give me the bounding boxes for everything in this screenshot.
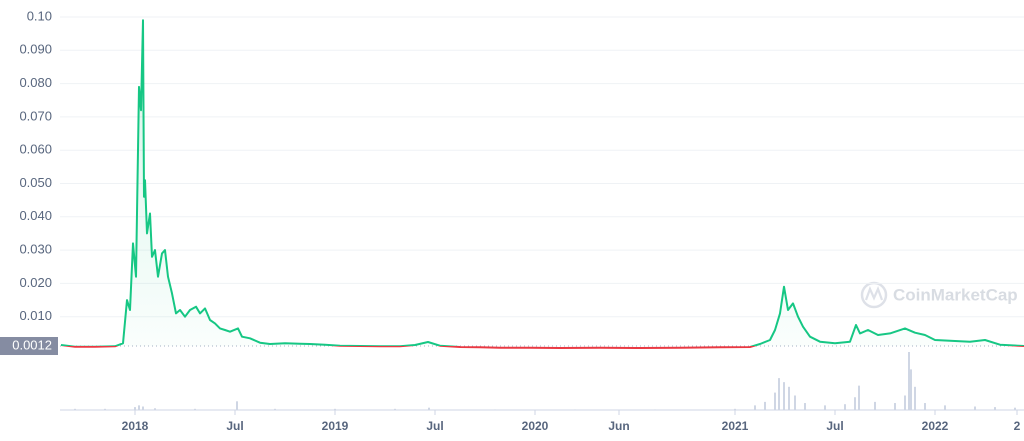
- volume-bar: [764, 401, 766, 410]
- x-tick-label: Jul: [226, 419, 243, 433]
- volume-bar: [854, 397, 856, 410]
- y-tick-label: 0.060: [19, 142, 52, 157]
- volume-bar: [428, 407, 430, 410]
- volume-bar: [194, 408, 196, 410]
- volume-bar: [778, 378, 780, 410]
- x-tick-label: 2020: [522, 419, 549, 433]
- x-tick-label: Jul: [426, 419, 443, 433]
- y-tick-label: 0.040: [19, 208, 52, 223]
- volume-bar: [1014, 407, 1016, 410]
- volume-bar: [334, 408, 336, 410]
- watermark-icon: [860, 281, 888, 309]
- volume-bar: [142, 406, 144, 410]
- y-tick-label: 0.10: [27, 8, 52, 23]
- x-tick-label: 2022: [922, 419, 949, 433]
- volume-bar: [734, 408, 736, 410]
- volume-bar: [858, 385, 860, 410]
- volume-bar: [754, 405, 756, 410]
- x-tick-label: 2019: [322, 419, 349, 433]
- volume-bar: [783, 382, 785, 410]
- volume-bar: [894, 403, 896, 410]
- x-tick-label: 2: [1014, 419, 1021, 433]
- price-line-down: [60, 346, 1024, 349]
- volume-bar: [138, 405, 140, 410]
- volume-bar: [914, 386, 916, 410]
- baseline-label-box: [0, 337, 58, 356]
- volume-bar: [910, 369, 912, 410]
- y-tick-label: 0.090: [19, 42, 52, 57]
- volume-bar: [154, 408, 156, 410]
- volume-bar: [236, 401, 238, 410]
- volume-bar: [794, 395, 796, 410]
- volume-bar: [394, 408, 396, 410]
- volume-bar: [924, 403, 926, 410]
- volume-bar: [74, 408, 76, 410]
- volume-bar: [994, 407, 996, 410]
- volume-bar: [844, 404, 846, 410]
- volume-bar: [804, 403, 806, 410]
- watermark-icon: [864, 286, 884, 301]
- volume-bar: [944, 405, 946, 410]
- y-tick-label: 0.080: [19, 75, 52, 90]
- y-tick-label: 0.020: [19, 275, 52, 290]
- volume-bar: [824, 405, 826, 410]
- x-tick-label: Jul: [826, 419, 843, 433]
- watermark: CoinMarketCap: [860, 281, 1018, 309]
- x-tick-label: 2021: [722, 419, 749, 433]
- baseline-label-text: 0.0012: [12, 337, 52, 352]
- y-tick-label: 0.030: [19, 242, 52, 257]
- watermark-text: CoinMarketCap: [893, 285, 1018, 304]
- y-tick-label: 0.010: [19, 308, 52, 323]
- volume-bar: [274, 408, 276, 410]
- volume-bar: [134, 407, 136, 410]
- x-tick-label: 2018: [122, 419, 149, 433]
- volume-bar: [104, 408, 106, 410]
- y-tick-label: 0.050: [19, 175, 52, 190]
- y-tick-label: 0.070: [19, 108, 52, 123]
- volume-bar: [908, 352, 910, 410]
- price-line-up: [60, 19, 1024, 347]
- volume-bar: [974, 406, 976, 410]
- area-up: [61, 20, 1024, 347]
- volume-bar: [774, 392, 776, 410]
- x-tick-label: Jun: [608, 419, 629, 433]
- volume-bar: [874, 401, 876, 410]
- volume-bar: [788, 386, 790, 410]
- baseline-label: 0.0012: [0, 337, 58, 356]
- volume-bar: [904, 395, 906, 410]
